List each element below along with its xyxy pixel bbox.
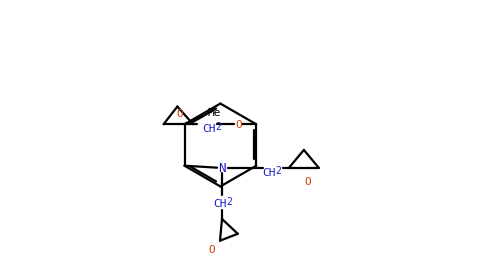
Text: O: O <box>209 244 216 253</box>
Text: O: O <box>305 177 311 187</box>
Text: CH: CH <box>202 124 216 134</box>
Text: Me: Me <box>207 108 221 118</box>
Text: 2: 2 <box>275 165 281 175</box>
Text: 2: 2 <box>215 122 221 132</box>
Text: N: N <box>218 162 226 174</box>
Text: O: O <box>176 109 183 119</box>
Text: 2: 2 <box>226 196 232 207</box>
Text: CH: CH <box>213 198 227 208</box>
Text: O: O <box>235 120 242 130</box>
Text: CH: CH <box>262 167 276 177</box>
